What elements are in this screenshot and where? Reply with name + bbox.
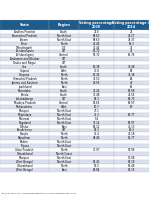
Text: http://psebhutani.in/elections/index.php/lok-sabha-elections-2014-2014-lok-sabha: http://psebhutani.in/elections/index.php… xyxy=(1,193,77,194)
Text: PDF: PDF xyxy=(6,8,34,21)
